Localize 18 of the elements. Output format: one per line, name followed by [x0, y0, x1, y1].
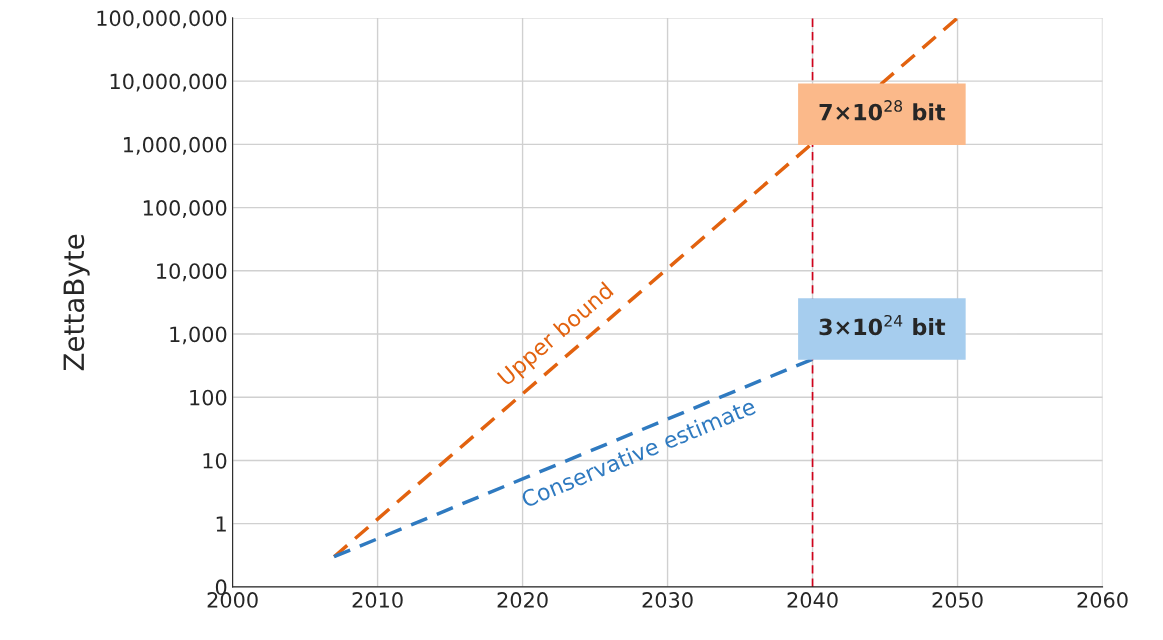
y-tick-label: 100,000 — [143, 200, 227, 218]
y-axis-title: ZettaByte — [63, 234, 90, 371]
y-tick-label: 1 — [216, 516, 226, 532]
y-tick-label: 10 — [203, 452, 227, 469]
x-tick-label: 2010 — [352, 592, 403, 608]
y-tick-label: 100,000,000 — [97, 10, 227, 29]
x-tick-label: 2040 — [787, 592, 838, 608]
y-tick-label: 1,000,000 — [124, 136, 227, 155]
x-tick-label: 2050 — [932, 592, 983, 608]
y-tick-label: 100 — [190, 389, 227, 406]
x-tick-label: 2060 — [1077, 592, 1128, 608]
x-tick-label: 2020 — [497, 592, 548, 608]
annotation: 3×10$^{24}$ bit — [819, 314, 946, 336]
y-tick-label: 1,000 — [170, 326, 227, 345]
x-tick-label: 2030 — [642, 592, 693, 608]
annotation: 7×10$^{28}$ bit — [819, 100, 946, 121]
y-tick-label: 10,000,000 — [110, 73, 227, 92]
y-tick-label: 10,000 — [157, 263, 227, 282]
